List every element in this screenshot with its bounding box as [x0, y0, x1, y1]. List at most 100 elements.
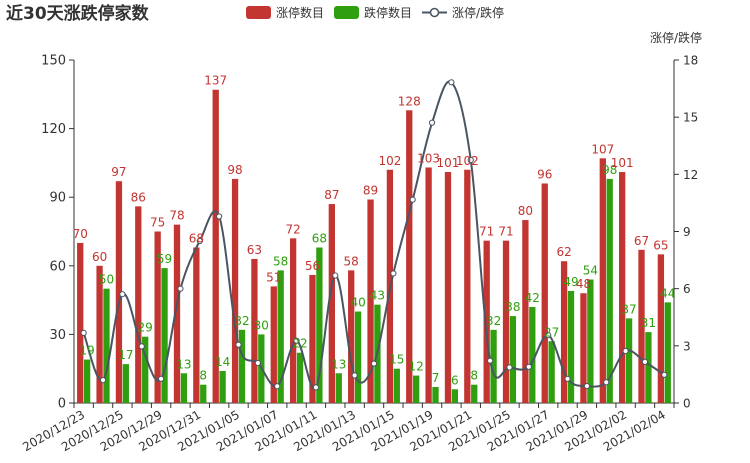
data-label-up: 63	[247, 243, 262, 257]
ratio-point	[119, 291, 126, 298]
data-label-up: 107	[591, 142, 614, 156]
legend-item-up[interactable]: 涨停数目	[246, 5, 324, 20]
data-label-down: 32	[234, 314, 249, 328]
data-label-up: 72	[285, 222, 300, 236]
data-label-down: 17	[118, 348, 133, 362]
bar-down	[161, 268, 168, 403]
ratio-point	[661, 371, 668, 378]
bar-up	[657, 254, 665, 403]
bar-down	[548, 341, 555, 403]
data-label-down: 6	[451, 373, 459, 387]
right-axis-title: 涨停/跌停	[650, 30, 702, 45]
data-label-down: 15	[389, 353, 404, 367]
bar-down	[606, 178, 613, 403]
bar-up	[406, 110, 413, 403]
ratio-point	[564, 375, 571, 382]
bar-up	[212, 89, 219, 403]
bar-down	[200, 384, 207, 403]
bar-down	[567, 290, 575, 403]
data-label-up: 137	[204, 74, 227, 88]
ratio-point	[177, 285, 184, 292]
data-label-down: 68	[312, 232, 327, 246]
legend-item-ratio[interactable]: 涨停/跌停	[422, 5, 504, 20]
legend-item-down[interactable]: 跌停数目	[334, 5, 412, 20]
ratio-point	[216, 213, 223, 220]
bar-up	[231, 178, 239, 403]
data-label-up: 87	[324, 188, 339, 202]
ratio-point	[332, 272, 339, 279]
bar-up	[115, 181, 123, 403]
data-label-down: 49	[563, 275, 578, 289]
bar-down	[471, 384, 478, 403]
data-label-down: 59	[157, 252, 172, 266]
bar-down	[277, 270, 284, 403]
ratio-line-path	[82, 80, 665, 390]
bar-up	[348, 270, 355, 403]
data-label-down: 40	[350, 296, 365, 310]
bar-up	[270, 286, 277, 403]
bar-down	[335, 373, 342, 403]
ratio-point	[370, 360, 378, 367]
data-label-up: 103	[417, 151, 440, 165]
bar-down	[83, 359, 91, 403]
y-tick-label-right: 3	[683, 339, 691, 353]
bar-down	[103, 288, 110, 403]
ratio-point	[409, 196, 416, 203]
data-label-up: 51	[266, 270, 281, 284]
data-label-down: 54	[583, 264, 598, 278]
data-label-down: 98	[602, 163, 617, 177]
bar-up	[580, 293, 587, 403]
y-tick-label-right: 12	[683, 168, 698, 182]
legend[interactable]: 涨停数目 跌停数目 涨停/跌停	[246, 5, 504, 20]
data-label-down: 14	[215, 355, 230, 369]
data-label-up: 75	[150, 216, 165, 230]
y-tick-label-left: 90	[49, 191, 66, 206]
ratio-point	[545, 332, 552, 339]
data-label-up: 101	[611, 156, 634, 170]
bar-up	[154, 231, 161, 403]
ratio-point	[525, 363, 532, 370]
bar-down	[529, 306, 536, 403]
y-tick-label-right: 18	[683, 54, 698, 68]
y-tick-label-right: 9	[683, 225, 691, 239]
data-label-up: 71	[479, 225, 494, 239]
bar-down	[587, 279, 594, 403]
ratio-point	[390, 270, 397, 277]
bar-up	[193, 247, 200, 403]
data-label-up: 67	[634, 234, 649, 248]
legend-marker-ratio	[429, 7, 440, 18]
data-label-down: 8	[199, 369, 207, 383]
data-label-down: 30	[254, 318, 269, 332]
data-label-down: 32	[486, 314, 501, 328]
bar-down	[142, 336, 149, 403]
bar-down	[509, 316, 517, 403]
bar-up	[289, 238, 297, 403]
data-label-down: 58	[273, 254, 288, 268]
data-label-up: 86	[131, 190, 146, 204]
data-label-up: 62	[556, 245, 571, 259]
bar-down	[122, 364, 129, 403]
bar-up	[599, 158, 606, 403]
ratio-point	[603, 379, 610, 386]
bar-down	[238, 329, 246, 403]
legend-swatch-down	[334, 6, 359, 19]
bar-up	[251, 258, 258, 403]
ratio-point	[487, 357, 494, 364]
bar-down	[645, 332, 652, 403]
ratio-point	[448, 79, 455, 86]
ratio-line	[80, 79, 668, 391]
y-tick-label-left: 120	[41, 122, 66, 137]
ratio-point	[157, 375, 165, 382]
legend-label-ratio: 涨停/跌停	[452, 5, 504, 20]
bar-down	[432, 386, 439, 403]
bar-down	[413, 375, 420, 403]
data-label-down: 13	[331, 357, 346, 371]
bar-up	[96, 265, 103, 403]
bar-up	[135, 206, 142, 403]
data-label-down: 31	[641, 316, 656, 330]
data-label-up: 60	[92, 250, 107, 264]
data-label-up: 101	[437, 156, 460, 170]
bar-up	[502, 240, 510, 403]
data-label-up: 65	[653, 238, 668, 252]
data-labels: 7019605097178629755978136881371498326330…	[73, 74, 676, 388]
